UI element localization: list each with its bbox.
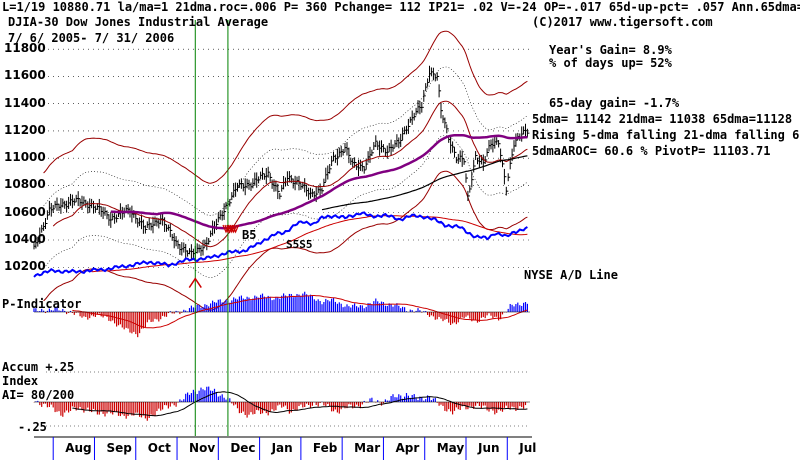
years-gain: Year's Gain= 8.9% (549, 43, 672, 57)
accum-index-label: Index (2, 374, 39, 388)
b5-signal-label: B5 (242, 228, 257, 242)
price-tick-label: 10600 (4, 204, 46, 219)
month-label: May (436, 441, 465, 455)
month-label: Apr (395, 441, 420, 455)
price-tick-label: 11800 (4, 41, 46, 56)
lower-band-line (43, 170, 528, 311)
upper-band-line (43, 30, 528, 184)
p-indicator-ma-line (72, 295, 528, 329)
month-label: Nov (189, 441, 216, 455)
ad-ma-line (91, 215, 528, 273)
month-label: Jul (519, 441, 537, 455)
days-up-pct: % of days up= 52% (549, 56, 672, 70)
month-label: Feb (312, 441, 338, 455)
price-tick-label: 11600 (4, 68, 46, 83)
ad-line (33, 211, 528, 278)
price-tick-label: 10800 (4, 177, 46, 192)
copyright: (C)2017 www.tigersoft.com (532, 15, 713, 29)
ai-value-label: AI= 80/200 (2, 388, 75, 402)
aroc-pivot: 5dmaAROC= 60.6 % PivotP= 11103.71 (532, 144, 771, 158)
date-range: 7/ 6/ 2005- 7/ 31/ 2006 (8, 31, 175, 45)
trend-status: Rising 5-dma falling 21-dma falling 65-d… (532, 128, 800, 142)
price-tick-label: 11400 (4, 95, 46, 110)
sell-arrow (232, 224, 240, 234)
accum-index-ma-line (72, 391, 528, 417)
month-label: Jun (478, 441, 500, 455)
accum-top-label: Accum +.25 (2, 360, 75, 374)
dma-values: 5dma= 11142 21dma= 11038 65dma=11128 (532, 112, 793, 126)
month-label: Jan (271, 441, 293, 455)
month-label: Mar (354, 441, 381, 455)
price-tick-label: 11200 (4, 122, 46, 137)
ma65-line (110, 133, 528, 230)
buy-arrow (188, 277, 202, 288)
month-label: Aug (65, 441, 92, 455)
lower-inner-band-line (43, 135, 528, 279)
price-tick-label: 11000 (4, 150, 46, 165)
sell-arrow (230, 224, 238, 234)
month-label: Oct (147, 441, 171, 455)
accum-bottom-label: -.25 (18, 420, 47, 434)
p-indicator-label: P-Indicator (2, 297, 82, 311)
price-tick-label: 10400 (4, 231, 46, 246)
month-label: Dec (230, 441, 256, 455)
upper-inner-band-line (43, 66, 528, 217)
gain-65day: 65-day gain= -1.7% (549, 96, 680, 110)
ma150-line (321, 155, 528, 211)
ad-line-label: NYSE A/D Line (524, 268, 618, 282)
chart-title: DJIA-30 Dow Jones Industrial Average (8, 15, 269, 29)
month-label: Sep (106, 441, 132, 455)
price-tick-label: 10200 (4, 259, 46, 274)
s5-signal-label: S5S5 (286, 238, 313, 251)
header-stats-line: L=1/19 10880.71 la/ma=1 21dma.roc=.006 P… (2, 0, 800, 14)
